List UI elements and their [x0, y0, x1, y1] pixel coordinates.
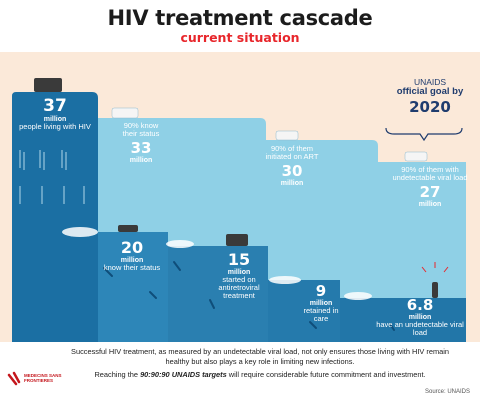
current-stage-1: 37 million people living with HIV [18, 96, 92, 132]
current-stage-2: 20 million know their status [100, 238, 164, 273]
step-retained [268, 280, 340, 342]
current-stage-1-unit: million [43, 115, 67, 123]
unaids-goal: UNAIDS official goal by 2020 [382, 77, 478, 116]
current-stage-5-number: 6.8 [406, 296, 434, 314]
current-stage-5-unit: million [408, 313, 432, 321]
waterfall-streaks [19, 150, 85, 204]
falling-figures [103, 261, 395, 331]
current-stage-3-number: 15 [227, 250, 251, 269]
current-stage-4: 9 million retained in care [296, 282, 346, 323]
footer-suffix: will require considerable future commitm… [228, 370, 426, 379]
goal-stage-1-number: 33 [130, 138, 152, 157]
current-stage-4-number: 9 [315, 282, 327, 300]
splash-foam [62, 227, 372, 300]
footer-prefix: Reaching the [94, 370, 138, 379]
step-on-treatment [168, 246, 268, 342]
goal-stage-2-unit: million [280, 179, 304, 187]
page-title: HIV treatment cascade [107, 6, 373, 30]
goal-stage-3: 90% of them with undetectable viral load… [382, 166, 478, 208]
current-stage-1-label: people living with HIV [19, 122, 91, 132]
current-stage-4-unit: million [309, 299, 333, 307]
current-stage-5-label: have an undetectable viral load [376, 320, 464, 337]
page-subtitle: current situation [180, 30, 300, 45]
goal-stage-3-unit: million [418, 200, 442, 208]
goal-stage-1-unit: million [129, 156, 153, 164]
current-stage-5: 6.8 million have an undetectable viral l… [372, 296, 468, 337]
footer-emphasis: 90:90:90 UNAIDS targets [140, 370, 227, 379]
current-stage-2-label: know their status [103, 263, 161, 273]
goal-org: UNAIDS [413, 77, 447, 87]
people-group-current [118, 225, 438, 298]
goal-stage-2: 90% of them initiated on ART 30 million [252, 145, 332, 187]
msf-logo-text: MEDECINS SANS FRONTIERES [24, 373, 62, 383]
goal-stage-1-pct: 90% know [123, 121, 159, 130]
current-stage-3: 15 million started on antiretroviral tre… [206, 250, 272, 300]
goal-stage-2-pct: 90% of them [270, 144, 314, 153]
current-stage-2-number: 20 [120, 238, 144, 257]
step-know-status [98, 232, 168, 342]
people-group-goal [111, 107, 428, 162]
current-stage-4-label: retained in care [303, 306, 339, 323]
people-group-top [34, 78, 62, 92]
goal-year: 2020 [409, 97, 451, 116]
current-stage-2-unit: million [120, 256, 144, 264]
goal-stage-2-label: initiated on ART [265, 151, 319, 161]
celebration-lines [421, 262, 449, 273]
source-credit: Source: UNAIDS [424, 389, 470, 395]
footer-text: Successful HIV treatment, as measured by… [71, 347, 449, 366]
goal-stage-3-number: 27 [419, 182, 441, 201]
goal-caption: official goal by [396, 86, 464, 98]
goal-stage-1: 90% know their status 33 million [106, 122, 176, 164]
goal-stage-3-pct: 90% of them with [401, 165, 459, 174]
footer-target-text: Reaching the 90:90:90 UNAIDS targets wil… [60, 370, 460, 379]
current-stage-1-number: 37 [43, 96, 67, 116]
msf-logo-icon [7, 371, 21, 386]
current-stage-3-label: started on antiretroviral treatment [218, 275, 260, 300]
goal-stage-1-label: their status [122, 128, 160, 138]
current-stage-3-unit: million [227, 268, 251, 276]
step-viral-load [340, 298, 466, 342]
goal-stage-2-number: 30 [281, 161, 303, 180]
goal-stage-3-label: undetectable viral load [392, 172, 468, 182]
goal-brace [385, 127, 463, 142]
msf-logo: MEDECINS SANS FRONTIERES [6, 370, 66, 392]
